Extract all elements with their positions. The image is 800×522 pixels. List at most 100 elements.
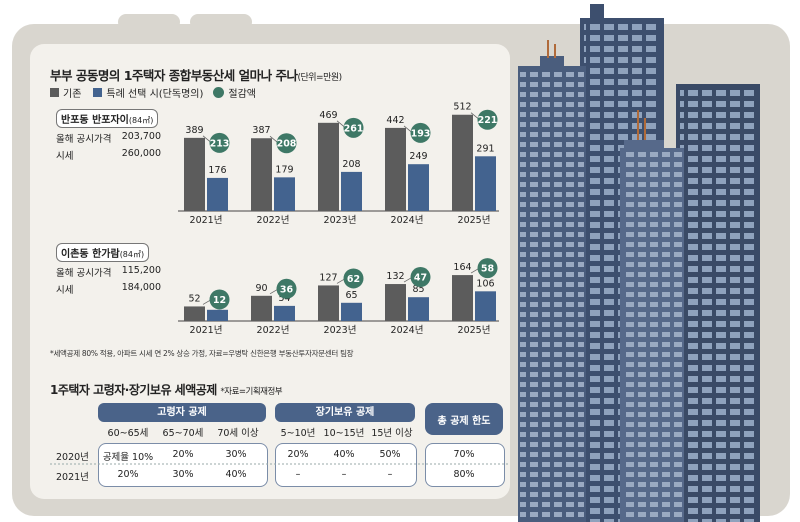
table-title: 1주택자 고령자·장기보유 세액공제 *자료=기획재정부 <box>50 383 283 397</box>
table-cell: 80% <box>453 469 475 480</box>
col-header: 15년 이상 <box>371 428 413 439</box>
data-label-base: 442 <box>386 115 404 126</box>
saving-label: 47 <box>414 273 427 284</box>
table-cell: – <box>387 469 393 480</box>
legend-swatch-saving <box>213 87 225 98</box>
legend-swatch-base <box>50 88 59 97</box>
header-elderly: 고령자 공제 <box>98 403 266 422</box>
saving-label: 221 <box>478 115 498 126</box>
bar-special <box>274 177 295 211</box>
x-tick-label: 2021년 <box>190 215 223 226</box>
bar-base <box>251 295 272 321</box>
data-label-special: 179 <box>275 164 293 175</box>
table-cell: 30% <box>225 449 247 460</box>
saving-label: 12 <box>213 295 226 306</box>
chart-title: 부부 공동명의 1주택자 종합부동산세 얼마나 주나(단위=만원) <box>50 68 342 83</box>
saving-label: 213 <box>210 138 230 149</box>
legend-swatch-special <box>93 88 103 97</box>
table-cell: 20% <box>117 469 139 480</box>
x-tick-label: 2023년 <box>324 215 357 226</box>
bar-base <box>452 114 473 211</box>
col-header: 70세 이상 <box>217 428 259 439</box>
x-tick-label: 2025년 <box>458 215 491 226</box>
bar-special <box>274 305 295 321</box>
saving-marker <box>276 133 297 154</box>
saving-label: 58 <box>481 264 495 275</box>
year-label: 2020년 <box>56 452 89 463</box>
bar-base <box>385 127 406 211</box>
bar-base <box>318 122 339 211</box>
saving-marker <box>209 289 230 310</box>
x-tick-label: 2024년 <box>391 215 424 226</box>
saving-marker <box>477 109 498 130</box>
col-header: 10~15년 <box>323 428 365 439</box>
data-label-base: 164 <box>453 262 471 273</box>
saving-marker <box>477 258 498 279</box>
x-tick-label: 2025년 <box>458 325 491 336</box>
bar-special <box>341 171 362 211</box>
saving-label: 208 <box>277 139 297 150</box>
bar-base <box>251 138 272 211</box>
data-label-base: 389 <box>185 125 203 136</box>
table-cell: 20% <box>287 449 309 460</box>
data-label-base: 512 <box>453 102 471 113</box>
long-term-box <box>275 443 417 487</box>
x-tick-label: 2022년 <box>257 325 290 336</box>
saving-label: 193 <box>411 128 431 139</box>
saving-marker <box>209 132 230 153</box>
bar-special <box>341 302 362 321</box>
bar-special <box>408 297 429 321</box>
saving-label: 62 <box>347 274 360 285</box>
data-label-special: 291 <box>476 143 494 154</box>
x-tick-label: 2021년 <box>190 325 223 336</box>
table-cell: 40% <box>333 449 355 460</box>
saving-label: 36 <box>280 284 294 295</box>
header-long-term: 장기보유 공제 <box>275 403 415 422</box>
x-tick-label: 2022년 <box>257 215 290 226</box>
table-cell: 공제율 10% <box>102 452 154 463</box>
data-label-special: 65 <box>345 290 357 301</box>
data-label-base: 90 <box>255 283 267 294</box>
bar-special <box>207 309 228 321</box>
bar-base <box>318 285 339 321</box>
table-cell: 20% <box>172 449 194 460</box>
saving-label: 261 <box>344 123 364 134</box>
data-label-base: 52 <box>188 293 200 304</box>
total-box <box>425 443 505 487</box>
table-cell: 50% <box>379 449 401 460</box>
year-label: 2021년 <box>56 472 89 483</box>
header-total-limit: 총 공제 한도 <box>425 403 503 435</box>
x-tick-label: 2024년 <box>391 325 424 336</box>
saving-marker <box>410 267 431 288</box>
col-header: 60~65세 <box>107 428 149 439</box>
data-label-special: 176 <box>208 165 226 176</box>
data-label-base: 387 <box>252 125 270 136</box>
saving-marker <box>276 278 297 299</box>
data-label-base: 132 <box>386 271 404 282</box>
bar-special <box>207 177 228 211</box>
data-label-special: 208 <box>342 159 360 170</box>
table-cell: – <box>295 469 301 480</box>
property-name: 반포동 반포자이(84㎡) <box>56 109 159 128</box>
bar-base <box>452 275 473 321</box>
table-cell: 70% <box>453 449 475 460</box>
data-label-special: 85 <box>412 284 424 295</box>
bar-base <box>184 306 205 321</box>
data-label-special: 106 <box>476 278 494 289</box>
col-header: 65~70세 <box>162 428 204 439</box>
legend-label-special: 특례 선택 시(단독명의) <box>106 89 204 100</box>
saving-marker <box>410 122 431 143</box>
table-cell: 30% <box>172 469 194 480</box>
bar-base <box>385 284 406 321</box>
x-tick-label: 2023년 <box>324 325 357 336</box>
saving-marker <box>343 117 364 138</box>
legend-label-base: 기존 <box>63 89 82 100</box>
property-info-1: 반포동 반포자이(84㎡) 올해 공시가격 203,700 시세 260,000 <box>56 109 161 162</box>
legend: 기존 특례 선택 시(단독명의) 절감액 <box>50 85 256 100</box>
col-header: 5~10년 <box>280 428 316 439</box>
elderly-box <box>98 443 268 487</box>
